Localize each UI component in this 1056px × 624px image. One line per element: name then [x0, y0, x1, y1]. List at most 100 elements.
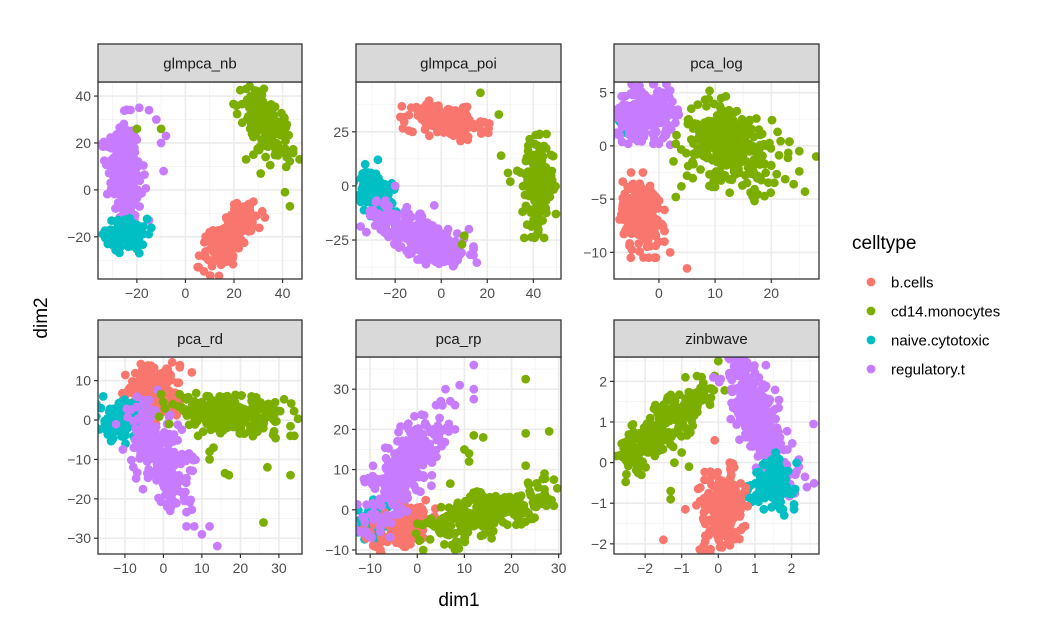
data-point	[182, 411, 192, 420]
data-point	[390, 215, 399, 225]
data-point	[749, 166, 758, 176]
data-point	[637, 87, 647, 97]
data-point	[604, 485, 613, 494]
data-point	[387, 487, 396, 497]
data-point	[377, 537, 387, 546]
data-point	[669, 157, 678, 166]
data-point	[99, 137, 109, 147]
data-point	[237, 118, 247, 128]
data-point	[182, 473, 191, 483]
y-tick-label: −25	[325, 232, 349, 248]
data-point	[151, 115, 161, 124]
data-point	[720, 170, 730, 180]
data-point	[191, 455, 200, 465]
data-point	[453, 255, 463, 265]
data-point	[205, 455, 215, 464]
data-point	[750, 196, 759, 206]
data-point	[626, 253, 636, 263]
data-point	[372, 474, 382, 484]
data-point	[547, 495, 556, 505]
data-point	[156, 474, 165, 484]
data-point	[164, 419, 174, 429]
data-point	[717, 118, 726, 128]
points	[356, 88, 561, 271]
data-point	[601, 478, 610, 487]
data-point	[260, 213, 270, 222]
data-point	[256, 169, 266, 178]
facet-strip	[355, 319, 562, 358]
data-point	[701, 506, 710, 516]
data-point	[540, 469, 549, 478]
data-point	[766, 144, 776, 153]
data-point	[759, 504, 769, 514]
data-point	[765, 474, 774, 483]
data-point	[715, 375, 725, 384]
data-point	[251, 211, 261, 221]
data-point	[642, 419, 652, 429]
y-tick-label: 30	[333, 381, 349, 397]
data-point	[469, 360, 479, 370]
data-point	[776, 136, 785, 146]
data-point	[740, 486, 750, 496]
data-point	[410, 232, 419, 241]
data-point	[512, 512, 522, 522]
data-point	[134, 234, 144, 244]
data-point	[627, 452, 637, 462]
data-point	[154, 432, 164, 442]
data-point	[525, 486, 535, 496]
data-point	[166, 502, 176, 512]
data-point	[521, 429, 531, 438]
data-point	[436, 426, 446, 436]
points	[98, 82, 302, 279]
data-point	[286, 421, 295, 431]
data-point	[284, 130, 294, 140]
data-point	[538, 172, 548, 182]
data-point	[133, 160, 143, 169]
data-point	[145, 384, 155, 393]
data-point	[405, 468, 415, 477]
data-point	[213, 232, 222, 242]
x-tick-label: −20	[383, 285, 407, 301]
data-point	[184, 420, 194, 430]
data-point	[787, 439, 797, 448]
data-point	[200, 252, 210, 262]
data-point	[494, 110, 504, 119]
data-point	[106, 225, 115, 235]
data-point	[123, 412, 132, 422]
y-tick-label: 5	[599, 85, 607, 101]
x-tick-label: 20	[480, 285, 496, 301]
data-point	[271, 433, 280, 443]
data-point	[746, 188, 755, 197]
data-point	[774, 490, 783, 500]
data-point	[660, 237, 669, 247]
data-point	[363, 168, 373, 177]
data-point	[457, 240, 467, 249]
data-point	[789, 500, 799, 509]
data-point	[250, 418, 259, 428]
y-tick-label: −5	[591, 191, 607, 207]
data-point	[288, 148, 298, 158]
data-point	[132, 402, 141, 412]
data-point	[725, 188, 735, 198]
data-point	[423, 119, 432, 129]
data-point	[664, 110, 674, 120]
data-point	[811, 152, 819, 161]
data-point	[520, 190, 530, 200]
data-point	[670, 458, 679, 467]
data-point	[149, 372, 159, 382]
data-point	[259, 84, 269, 94]
data-point	[273, 143, 283, 152]
data-point	[406, 539, 415, 549]
data-point	[773, 127, 782, 137]
data-point	[739, 556, 748, 565]
data-point	[745, 124, 755, 134]
data-point	[268, 413, 278, 423]
facet-strip	[613, 43, 820, 83]
data-point	[692, 371, 702, 381]
data-point	[720, 107, 730, 116]
data-point	[619, 229, 629, 239]
data-point	[427, 458, 437, 467]
data-point	[530, 139, 540, 149]
data-point	[187, 505, 197, 515]
data-point	[117, 123, 126, 133]
